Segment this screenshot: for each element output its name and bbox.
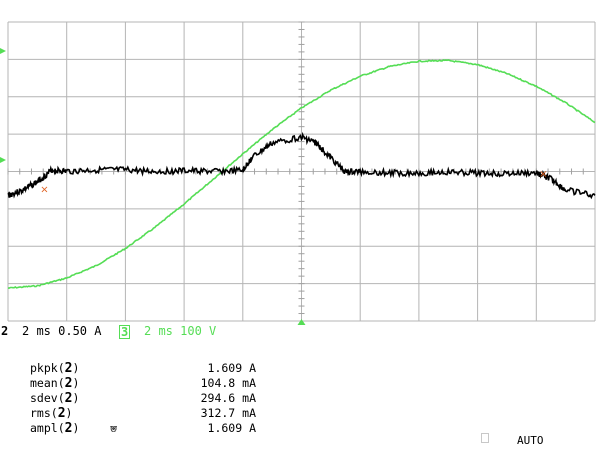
measurement-label: pkpk(2) — [30, 361, 80, 376]
measurement-value: 312.7 mA — [200, 406, 256, 420]
measurement-label: rms(2) — [30, 406, 73, 421]
ch2-current-trace — [7, 131, 596, 200]
measurement-value: 294.6 mA — [200, 391, 256, 405]
measurement-value: 1.609 A — [207, 361, 256, 375]
envelope-glyph: ⩐ — [110, 422, 118, 435]
measurement-value: 104.8 mA — [200, 376, 256, 390]
measurement-label: mean(2) — [30, 376, 80, 391]
markers: ×× — [0, 48, 548, 325]
trigger-mode: AUTO — [517, 434, 544, 447]
measurement-label: ampl(2) — [30, 421, 80, 436]
traces — [7, 59, 596, 289]
ch3-settings: 2 ms 100 V — [144, 324, 217, 338]
ch3-ground-marker — [0, 48, 6, 54]
ch2-number: 2 — [1, 324, 9, 338]
cursor-marker: × — [539, 169, 547, 180]
ch2-settings: 2 ms 0.50 A — [22, 324, 102, 338]
cursor-marker: × — [40, 185, 48, 196]
ch3-number: 3 — [119, 325, 131, 339]
trigger-indicator-icon — [481, 433, 489, 443]
measurement-label: sdev(2) — [30, 391, 80, 406]
ch3-voltage-trace — [8, 59, 596, 289]
oscilloscope-display: ×× — [0, 21, 596, 325]
ch2-ground-marker — [0, 157, 6, 163]
trigger-position-marker — [297, 319, 306, 325]
graticule — [7, 21, 596, 322]
measurement-value: 1.609 A — [207, 421, 256, 435]
